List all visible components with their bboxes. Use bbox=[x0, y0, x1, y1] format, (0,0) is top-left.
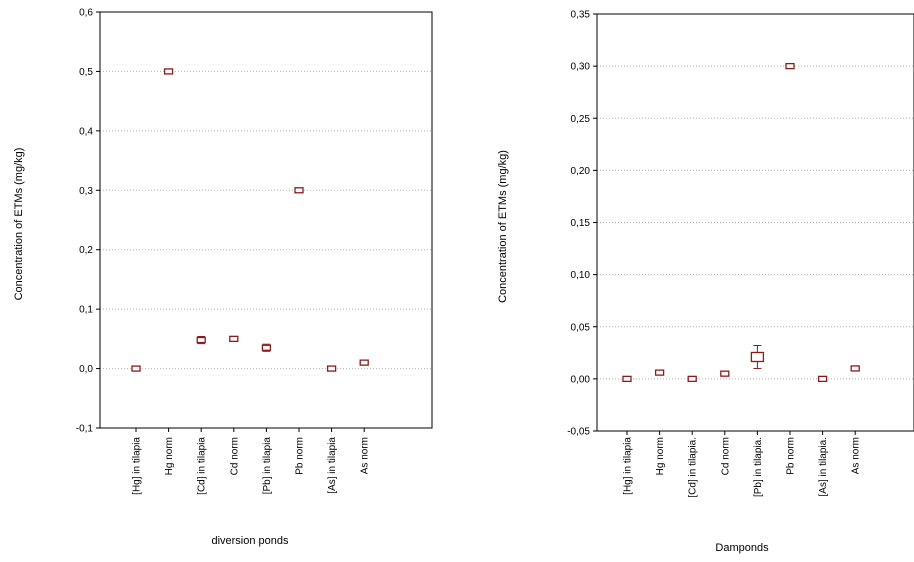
data-point bbox=[850, 365, 860, 372]
y-tick-label: 0,00 bbox=[571, 374, 591, 385]
y-tick-label: 0,25 bbox=[571, 114, 591, 125]
y-tick-label: -0,05 bbox=[567, 427, 590, 438]
data-point bbox=[131, 365, 141, 372]
x-axis-title: diversion ponds bbox=[211, 535, 289, 547]
y-tick-label: 0,4 bbox=[79, 126, 93, 137]
data-point bbox=[359, 359, 369, 366]
x-category-label: [As] in tilapia bbox=[327, 437, 338, 494]
x-category-label: Cd norm bbox=[720, 437, 731, 475]
data-point bbox=[163, 68, 174, 75]
x-category-label: [Hg] in tilapia bbox=[623, 437, 634, 495]
x-category-label: [As] in tilapia. bbox=[818, 437, 829, 496]
x-category-label: [Pb] in tilapia bbox=[262, 437, 273, 495]
plot-frame bbox=[99, 11, 433, 429]
x-category-label: As norm bbox=[360, 437, 371, 474]
data-point bbox=[326, 365, 337, 372]
y-tick-label: -0,1 bbox=[76, 424, 94, 435]
data-point bbox=[294, 187, 304, 194]
x-category-label: Hg norm bbox=[164, 437, 175, 475]
plot-frame bbox=[596, 13, 914, 432]
data-point bbox=[785, 62, 795, 70]
y-tick-label: 0,20 bbox=[571, 166, 591, 177]
y-tick-label: 0,6 bbox=[79, 8, 93, 19]
data-point bbox=[720, 370, 730, 377]
x-category-label: As norm bbox=[851, 437, 862, 474]
x-category-label: Hg norm bbox=[655, 437, 666, 475]
data-point bbox=[261, 344, 272, 351]
y-tick-label: 0,2 bbox=[79, 245, 93, 256]
data-point bbox=[229, 335, 239, 343]
x-category-label: [Cd] in tilapia bbox=[197, 437, 208, 495]
y-tick-label: 0,1 bbox=[79, 305, 93, 316]
x-axis-title: Damponds bbox=[715, 542, 769, 554]
chart-panel-damponds: -0,05 0,00 0,05 0,10 0,15 0,20 0,25 0,30 0,35 Con… bbox=[497, 10, 914, 554]
y-tick-label: 0,10 bbox=[571, 270, 591, 281]
y-tick-label: 0,15 bbox=[571, 218, 591, 229]
chart-panel-diversion-ponds: -0,1 0,0 0,1 0,2 0,3 0,4 0,5 0,6 Concentration o… bbox=[13, 8, 433, 547]
data-point bbox=[654, 369, 665, 376]
y-axis-title: Concentration of ETMs (mg/kg) bbox=[497, 150, 509, 303]
x-category-label: Pb norm bbox=[295, 437, 306, 475]
data-point bbox=[687, 375, 697, 383]
x-category-label: [Cd] in tilapia. bbox=[688, 437, 699, 498]
y-tick-label: 0,3 bbox=[79, 186, 93, 197]
data-point bbox=[622, 375, 632, 383]
data-point bbox=[817, 375, 828, 383]
x-category-label: [Hg] in tilapia bbox=[132, 437, 143, 495]
y-tick-label: 0,05 bbox=[571, 322, 591, 333]
y-axis-title: Concentration of ETMs (mg/kg) bbox=[13, 148, 25, 301]
x-category-label: Cd norm bbox=[229, 437, 240, 475]
x-category-label: Pb norm bbox=[786, 437, 797, 475]
y-tick-label: 0,5 bbox=[79, 67, 93, 78]
x-category-label: [Pb] in tilapia. bbox=[753, 437, 764, 497]
y-tick-label: 0,35 bbox=[571, 10, 591, 21]
data-point bbox=[196, 336, 206, 344]
data-point bbox=[750, 351, 765, 363]
y-tick-label: 0,0 bbox=[79, 364, 93, 375]
y-tick-label: 0,30 bbox=[571, 62, 591, 73]
